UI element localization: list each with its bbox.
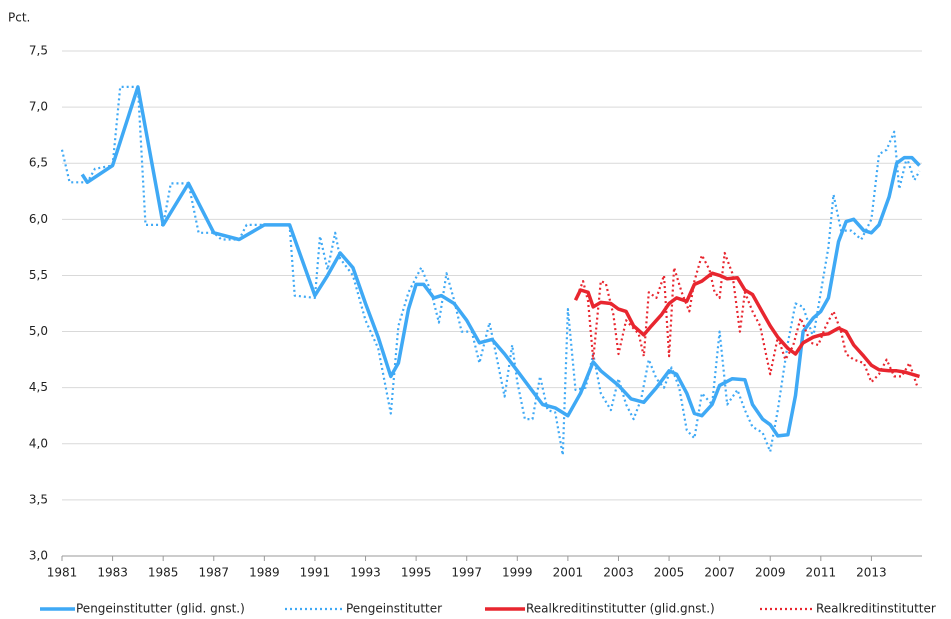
- x-tick-label: 1983: [97, 566, 128, 580]
- y-tick-label: 5,5: [29, 268, 48, 282]
- series-line: [574, 251, 918, 386]
- y-tick-label: 4,0: [29, 436, 48, 450]
- y-tick-label: 6,5: [29, 156, 48, 170]
- legend-label: Pengeinstitutter: [346, 602, 442, 616]
- x-tick-label: 2011: [806, 566, 837, 580]
- x-tick-label: 2003: [603, 566, 634, 580]
- series-line: [80, 85, 921, 438]
- x-tick-label: 1981: [47, 566, 78, 580]
- series-line: [573, 271, 920, 379]
- y-tick-label: 3,5: [29, 492, 48, 506]
- x-tick-label: 2009: [755, 566, 786, 580]
- legend-label: Realkreditinstitutter: [816, 602, 936, 616]
- x-tick-label: 1995: [401, 566, 432, 580]
- y-tick-label: 4,5: [29, 380, 48, 394]
- y-tick-label: 5,0: [29, 324, 48, 338]
- legend-label: Realkreditinstitutter (glid.gnst.): [526, 602, 715, 616]
- x-tick-label: 1985: [148, 566, 179, 580]
- x-tick-label: 1997: [451, 566, 482, 580]
- y-tick-label: 3,0: [29, 549, 48, 563]
- y-tick-label: 6,0: [29, 212, 48, 226]
- x-tick-label: 2013: [856, 566, 887, 580]
- legend-label: Pengeinstitutter (glid. gnst.): [76, 602, 245, 616]
- x-tick-label: 2007: [704, 566, 735, 580]
- x-tick-label: 1999: [502, 566, 533, 580]
- x-tick-label: 1987: [198, 566, 229, 580]
- x-tick-label: 1993: [350, 566, 381, 580]
- x-tick-label: 2001: [553, 566, 584, 580]
- y-tick-label: 7,0: [29, 100, 48, 114]
- x-tick-label: 1991: [300, 566, 331, 580]
- y-tick-label: 7,5: [29, 44, 48, 58]
- x-tick-label: 1989: [249, 566, 280, 580]
- series-line: [60, 85, 921, 457]
- y-axis-label: Pct.: [8, 11, 30, 25]
- x-tick-label: 2005: [654, 566, 685, 580]
